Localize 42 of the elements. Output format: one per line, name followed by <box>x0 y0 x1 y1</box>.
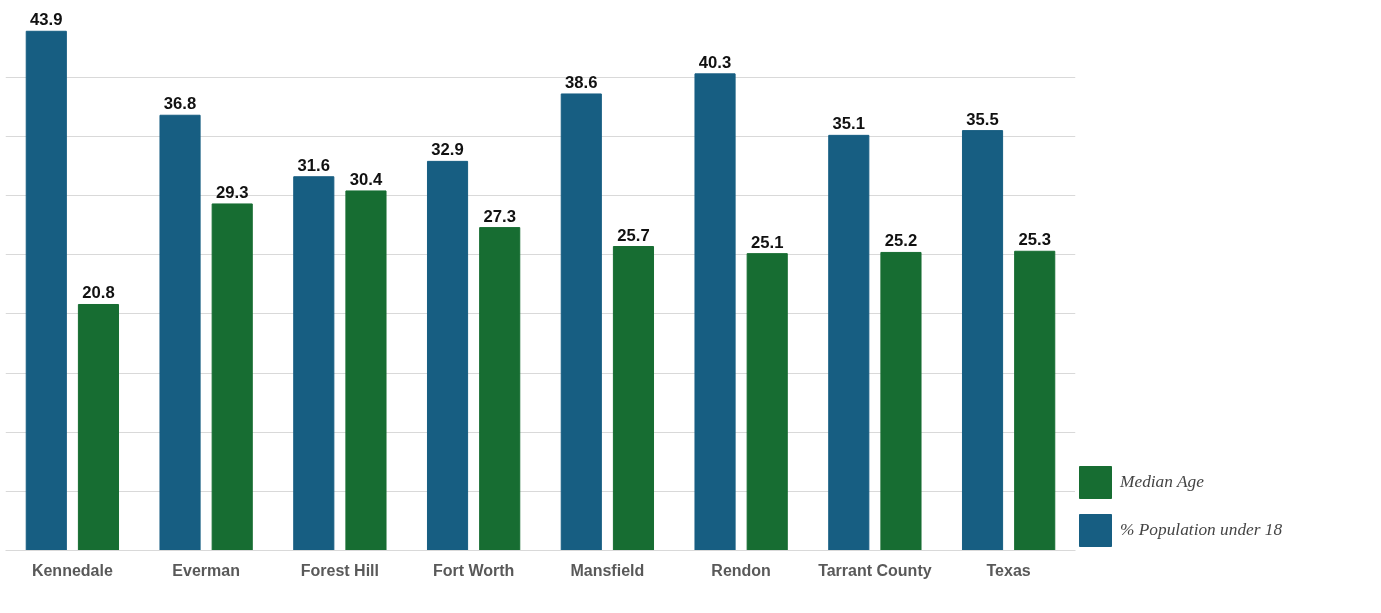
bar <box>828 134 870 551</box>
x-tick-label: Forest Hill <box>300 561 379 579</box>
data-label: 35.1 <box>832 114 866 134</box>
bar <box>612 246 655 551</box>
x-tick-label: Mansfield <box>570 561 645 579</box>
data-label: 38.6 <box>565 72 598 92</box>
bar <box>746 253 788 551</box>
data-label: 35.5 <box>966 109 999 129</box>
data-label: 25.3 <box>1018 230 1051 250</box>
data-label: 29.3 <box>216 182 249 202</box>
bar <box>293 176 335 551</box>
data-label: 25.7 <box>617 225 650 245</box>
bar <box>479 227 521 551</box>
bar <box>25 30 67 551</box>
bar <box>694 73 736 551</box>
x-tick-label: Texas <box>986 561 1031 579</box>
bar <box>345 190 387 551</box>
legend-label: Median Age <box>1120 472 1205 492</box>
data-label: 43.9 <box>30 10 63 30</box>
x-tick-label: Tarrant County <box>818 561 932 579</box>
x-tick-label: Fort Worth <box>432 561 515 579</box>
data-label: 20.8 <box>82 283 115 303</box>
data-label: 27.3 <box>483 206 516 226</box>
data-label: 40.3 <box>698 52 732 72</box>
x-tick-label: Everman <box>172 561 240 579</box>
data-label: 31.6 <box>297 155 331 175</box>
bar <box>880 251 922 551</box>
bar <box>1014 250 1056 551</box>
data-label: 30.4 <box>349 169 383 189</box>
bar <box>159 114 201 551</box>
bar <box>961 130 1004 551</box>
bar <box>426 160 469 551</box>
legend-label: % Population under 18 <box>1120 520 1283 540</box>
data-label: 36.8 <box>163 94 197 114</box>
x-tick-label: Kennedale <box>31 561 113 579</box>
x-tick-label: Rendon <box>711 561 771 579</box>
bar <box>560 93 602 551</box>
data-label: 25.2 <box>884 231 918 251</box>
data-label: 32.9 <box>431 140 464 160</box>
bar <box>77 303 120 551</box>
data-label: 25.1 <box>751 232 784 252</box>
bar <box>211 203 253 551</box>
